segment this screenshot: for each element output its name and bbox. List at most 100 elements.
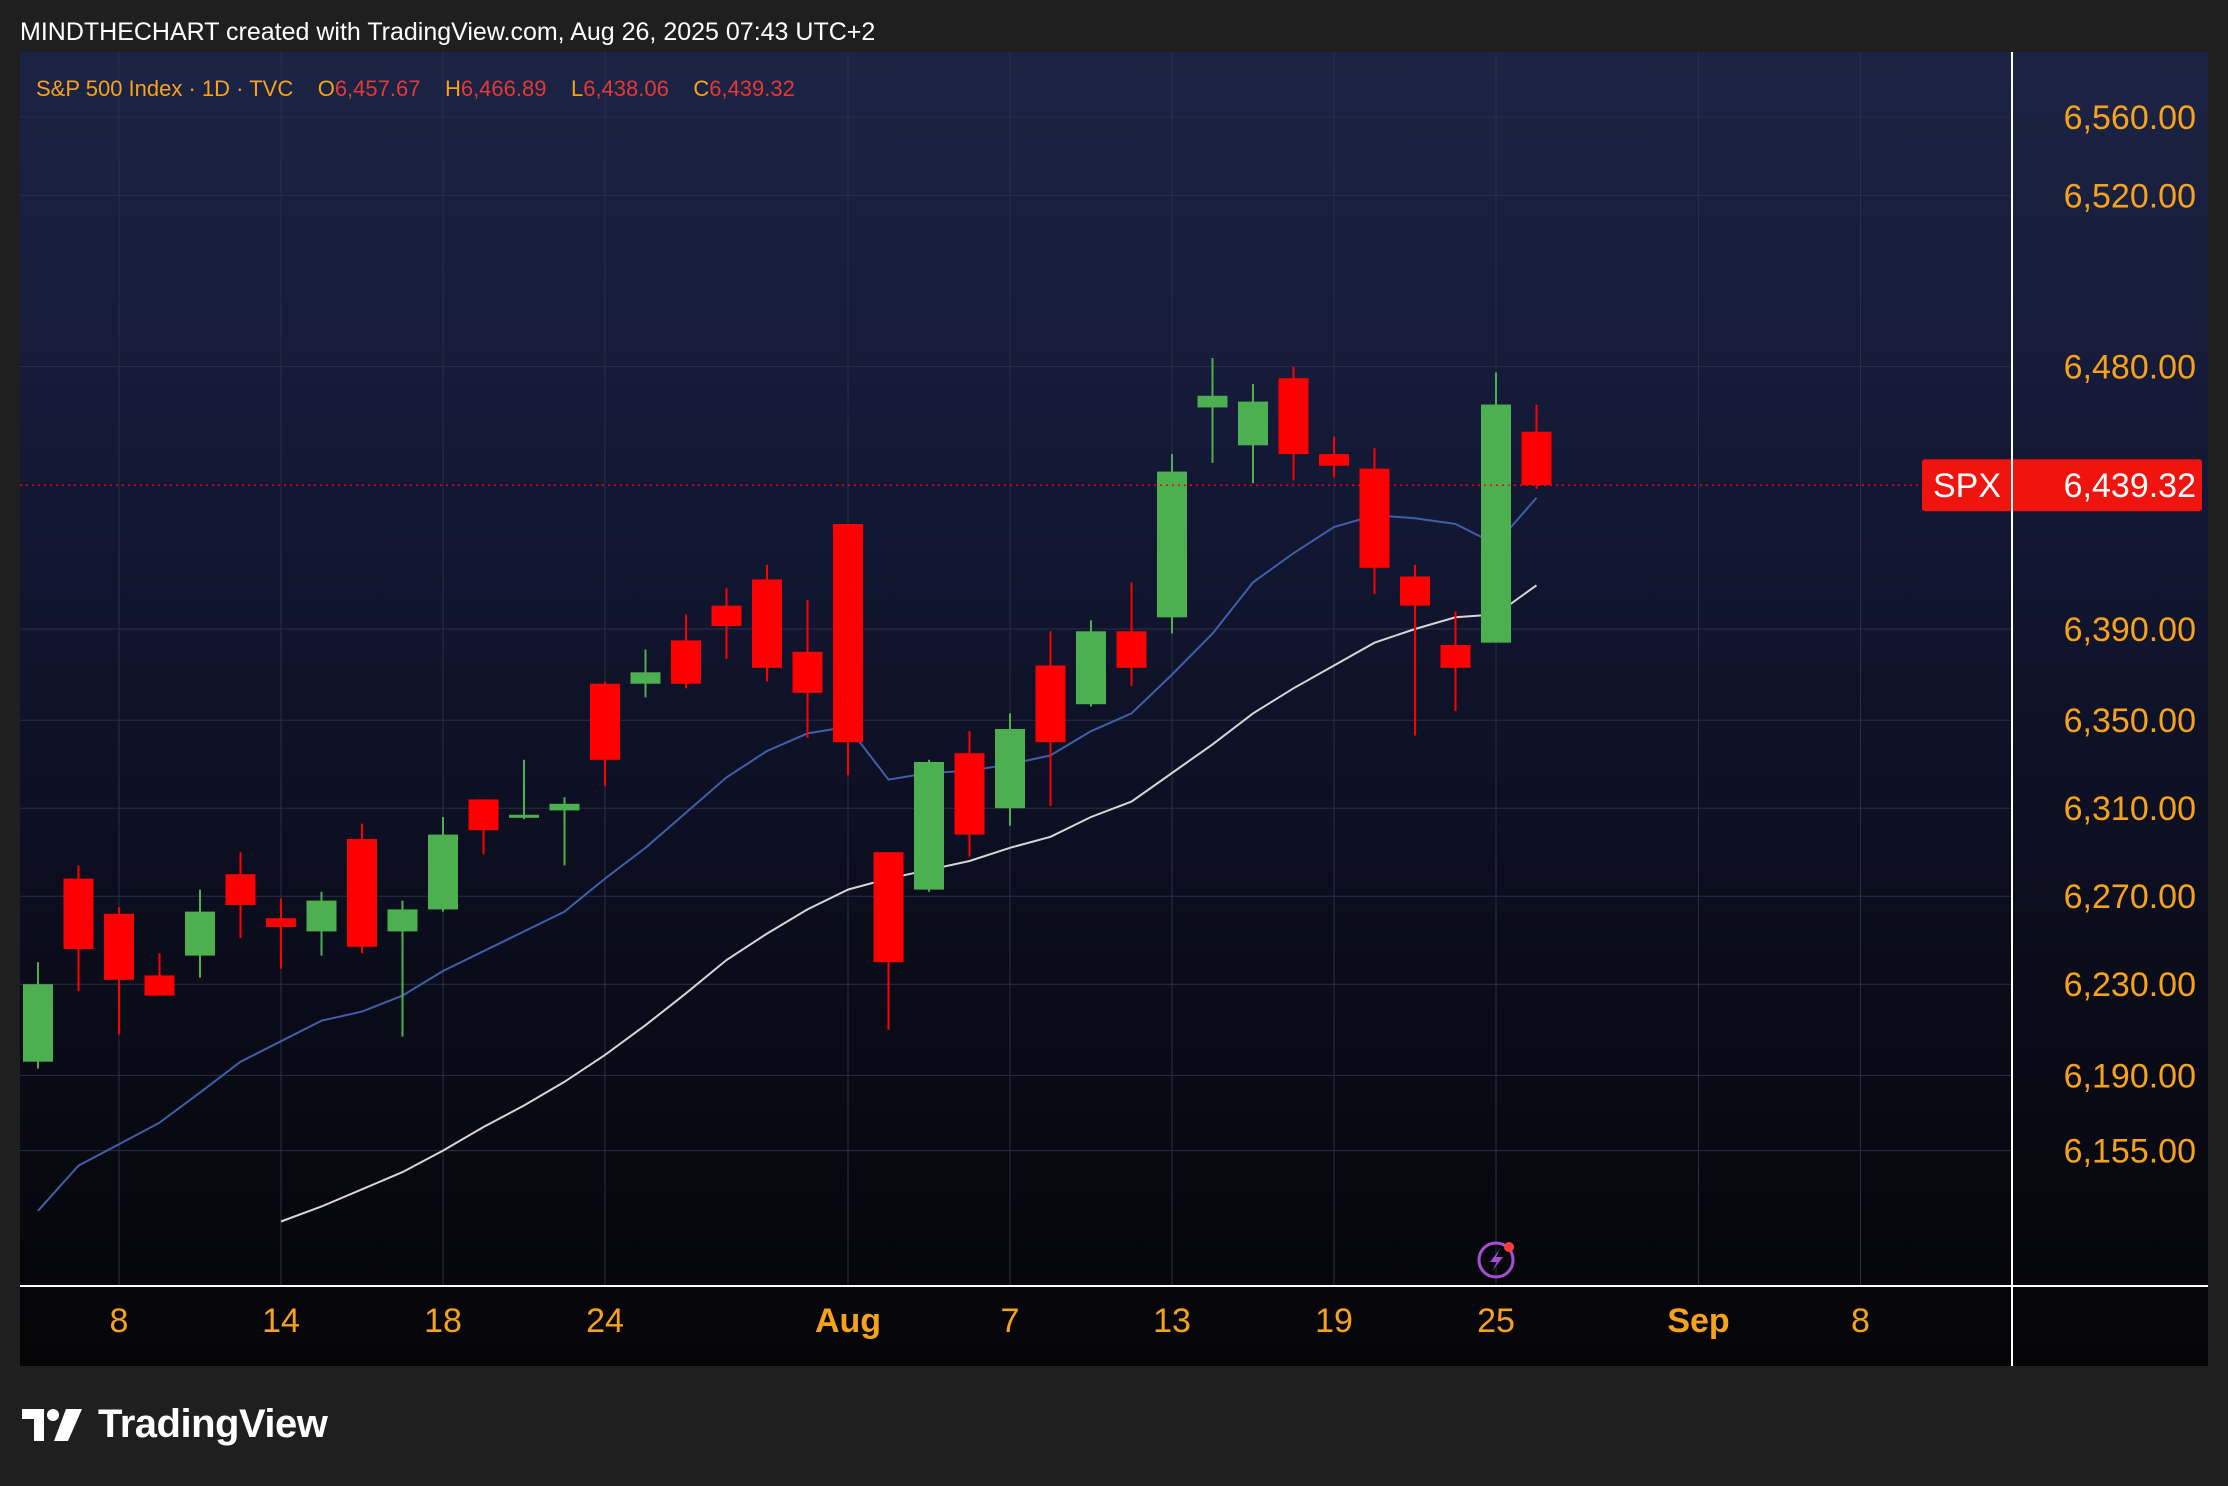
last-price-value: 6,439.32 (2064, 467, 2196, 505)
candle-body (185, 911, 215, 956)
candle-up (549, 797, 580, 866)
candle-down (1359, 448, 1390, 595)
candle-body (468, 799, 499, 831)
price-tick-label: 6,155.00 (2064, 1133, 2196, 1171)
candle-up (428, 817, 458, 912)
brand: TradingView (22, 1402, 328, 1447)
candle-down (63, 865, 94, 992)
chart-frame[interactable]: SPX 6,439.32 6,560.00 6,520.00 6,480.00 6,39… (20, 52, 2208, 1366)
candle-body (225, 874, 256, 905)
candle-down (1319, 436, 1349, 478)
candle-body (873, 852, 904, 963)
attribution-header: MINDTHECHART created with TradingView.co… (20, 18, 876, 46)
candle-body (833, 524, 863, 743)
lightning-icon-dot (1504, 1242, 1514, 1252)
candle-up (1157, 454, 1187, 634)
candle-body (1278, 378, 1309, 455)
candle-body (792, 651, 823, 693)
price-tick-label: 6,310.00 (2064, 790, 2196, 828)
candle-down (468, 799, 499, 855)
candle-body (752, 579, 782, 668)
candle-down (1440, 611, 1471, 712)
legend-open-label: O (317, 76, 335, 101)
candle-up (914, 759, 944, 892)
candle-up (1238, 384, 1268, 484)
candle-up (630, 649, 661, 698)
candle-up (306, 891, 337, 956)
candle-body (954, 753, 985, 835)
candle-down (1116, 582, 1147, 686)
candle-down (347, 823, 377, 954)
candle-body (1521, 431, 1552, 486)
lightning-icon-ring (1477, 1241, 1515, 1279)
grid-lines (20, 52, 2012, 1286)
candle-body (549, 803, 580, 811)
date-tick-label: Sep (1667, 1302, 1729, 1340)
candle-body (509, 814, 539, 818)
candle-body (590, 683, 620, 760)
date-tick-label: 25 (1477, 1302, 1515, 1340)
date-tick-label: 13 (1153, 1302, 1191, 1340)
candle-down (873, 852, 904, 1030)
candle-body (914, 762, 944, 890)
candle-body (671, 640, 701, 684)
date-tick-label: 8 (1851, 1302, 1870, 1340)
candle-body (306, 900, 337, 932)
candle-body (63, 878, 94, 949)
date-tick-label: 19 (1315, 1302, 1353, 1340)
candle-down (671, 614, 701, 689)
legend-symbol: S&P 500 Index · 1D · TVC (36, 76, 294, 101)
ohlc-legend: S&P 500 Index · 1D · TVC O6,457.67 H6,46… (36, 76, 795, 102)
legend-high-label: H (444, 76, 461, 101)
candle-body (630, 672, 661, 684)
candle-body (1116, 631, 1147, 668)
candle-body (1400, 576, 1430, 606)
legend-low-label: L (570, 76, 584, 101)
candle-body (428, 834, 458, 910)
candle-down (104, 907, 134, 1035)
price-tick-label: 6,230.00 (2064, 966, 2196, 1004)
legend-close-label: C (693, 76, 710, 101)
candle-down (1278, 366, 1309, 481)
candle-up (1481, 372, 1511, 643)
candle-down (954, 731, 985, 857)
lightning-icon (1477, 1241, 1515, 1279)
candle-up (185, 889, 215, 978)
candle-down (1400, 564, 1430, 736)
legend-open-value: 6,457.67 (334, 76, 421, 101)
candle-body (711, 605, 742, 627)
candle-down (144, 953, 175, 996)
tradingview-logo-icon (22, 1408, 82, 1441)
date-tick-label: 7 (1001, 1302, 1020, 1340)
candle-up (387, 900, 418, 1037)
price-tick-label: 6,390.00 (2064, 611, 2196, 649)
price-tick-label: 6,190.00 (2064, 1057, 2196, 1095)
candle-down (833, 524, 863, 776)
candle-up (1076, 620, 1106, 707)
candle-body (144, 975, 175, 996)
candle-body (1440, 644, 1471, 668)
candle-body (1319, 454, 1349, 466)
candle-body (23, 984, 53, 1062)
date-tick-label: 14 (262, 1302, 300, 1340)
price-tick-label: 6,350.00 (2064, 702, 2196, 740)
candle-body (266, 918, 296, 927)
date-tick-label: 24 (586, 1302, 624, 1340)
price-tick-label: 6,270.00 (2064, 878, 2196, 916)
last-price-line: SPX 6,439.32 (20, 459, 2202, 512)
date-tick-label: Aug (815, 1302, 881, 1340)
candlestick-chart[interactable]: SPX 6,439.32 6,560.00 6,520.00 6,480.00 6,39… (20, 52, 2208, 1366)
candle-body (1238, 401, 1268, 446)
candle-up (1197, 358, 1228, 463)
legend-low-value: 6,438.06 (583, 76, 669, 101)
brand-name: TradingView (98, 1402, 328, 1446)
candle-down (711, 588, 742, 659)
candle-body (995, 729, 1025, 809)
candle-body (1481, 404, 1511, 643)
candle-body (347, 839, 377, 947)
candle-up (995, 713, 1025, 826)
moving-average-fast (37, 497, 1538, 1212)
legend-close-value: 6,439.32 (709, 76, 795, 101)
candle-down (590, 681, 620, 787)
